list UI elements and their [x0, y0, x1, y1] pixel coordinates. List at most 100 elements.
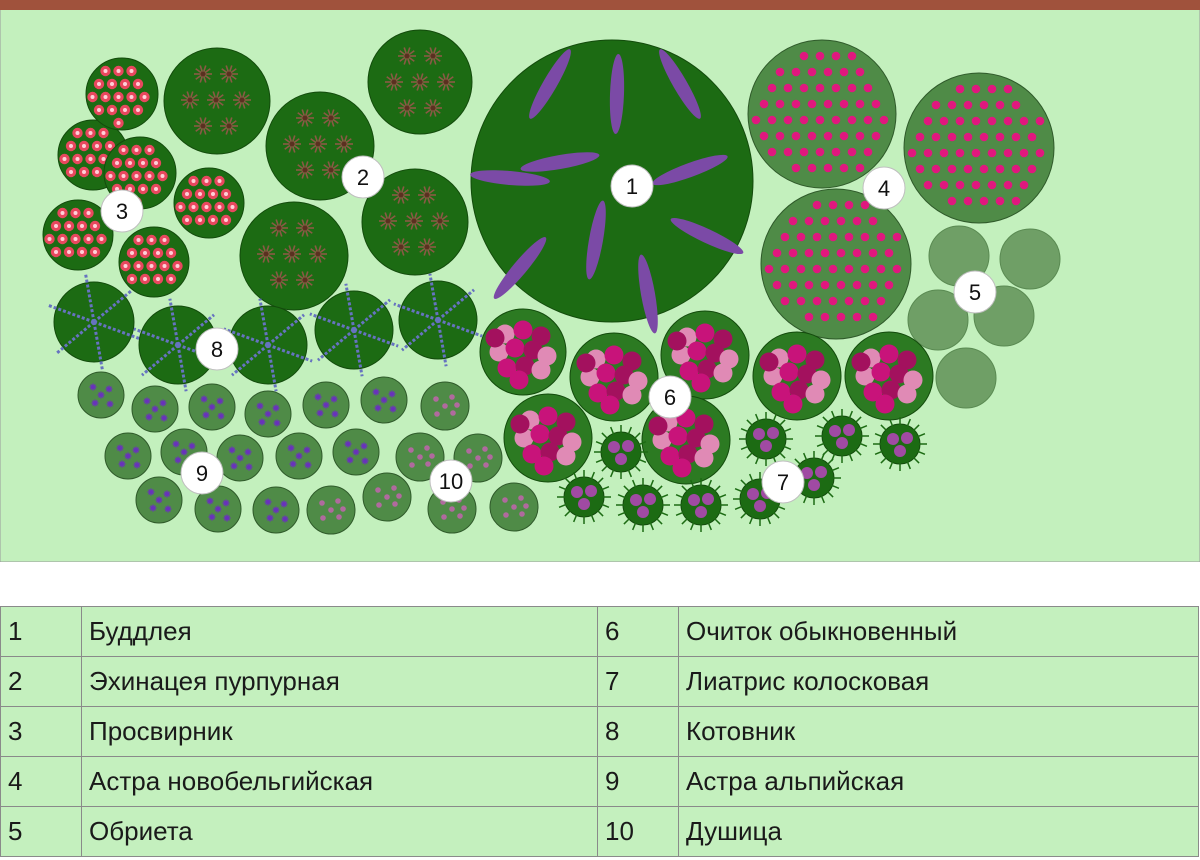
liatris-leaf	[802, 494, 808, 504]
alpine-aster-flower	[237, 455, 243, 461]
legend-plant-name: Астра альпийская	[678, 756, 1199, 807]
catmint-flower-spike	[428, 273, 440, 321]
liatris-flower	[767, 427, 779, 439]
liatris-leaf	[633, 464, 641, 472]
alpine-aster-flower	[92, 400, 98, 406]
echinacea-center	[411, 218, 417, 224]
alpine-aster-flower	[150, 505, 156, 511]
liatris-leaf	[649, 521, 655, 531]
liatris-leaf	[675, 511, 685, 517]
marker-label: 4	[878, 176, 890, 201]
aster-flower	[955, 180, 965, 190]
sedum-flower-cluster	[600, 395, 620, 415]
liatris-plant	[594, 425, 648, 479]
aster-flower	[775, 131, 785, 141]
liatris-flower	[801, 467, 813, 479]
aster-flower	[796, 296, 806, 306]
catmint-flower-spike	[84, 274, 96, 323]
mallow-flower-center	[185, 218, 189, 222]
aster-flower	[831, 147, 841, 157]
mallow-flower-center	[147, 174, 152, 178]
marker-circle	[648, 375, 692, 419]
aster-flower	[807, 99, 817, 109]
liatris-leaf	[675, 493, 685, 499]
echinacea-center	[263, 251, 269, 257]
aster-flower	[767, 115, 777, 125]
aster-foliage	[747, 39, 897, 189]
sedum-flower-cluster	[787, 344, 807, 364]
liatris-flower	[753, 428, 765, 440]
aster-flower	[987, 148, 997, 158]
liatris-leaf	[782, 445, 792, 451]
liatris-leaf	[627, 468, 633, 478]
sedum-flower-cluster	[588, 383, 608, 403]
aster-flower	[863, 83, 873, 93]
aster-flower	[939, 116, 949, 126]
sedum-flower-cluster	[513, 320, 533, 340]
header-bar	[0, 0, 1200, 10]
marker-circle	[953, 270, 997, 314]
legend-row: 5 Обриета 10 Душица	[0, 806, 1199, 857]
oregano-flower	[518, 495, 524, 501]
legend-number: 7	[597, 656, 679, 707]
liatris-leaf	[689, 521, 695, 531]
aster-flower	[1027, 132, 1037, 142]
legend-plant-name: Душица	[678, 806, 1199, 857]
aster-flower	[892, 264, 902, 274]
alpine-aster-flower	[156, 497, 162, 503]
mallow-flower-center	[136, 82, 140, 86]
alpine-aster-plant	[104, 432, 152, 480]
sedum-flower-cluster	[596, 363, 616, 383]
alpine-aster-flower	[231, 463, 237, 469]
mallow-flower-center	[101, 131, 106, 135]
marker-label: 2	[357, 165, 369, 190]
alpine-aster-plant	[188, 383, 236, 431]
oregano-flower	[475, 455, 481, 461]
aster-flower	[764, 264, 774, 274]
liatris-leaf	[848, 410, 854, 420]
aster-flower	[831, 51, 841, 61]
liatris-leaf	[590, 471, 596, 481]
buddleia-flower-spike	[470, 170, 550, 186]
liatris-leaf	[830, 484, 840, 490]
mallow-flower-center	[141, 187, 145, 191]
oregano-flower	[511, 504, 517, 510]
legend-plant-name: Астра новобельгийская	[81, 756, 598, 807]
legend-row: 4 Астра новобельгийская 9 Астра альпийская	[0, 756, 1199, 807]
alpine-aster-plant	[332, 428, 380, 476]
liatris-flower	[695, 506, 707, 518]
echinacea-center	[200, 71, 206, 77]
liatris-leaf	[854, 416, 862, 424]
catmint-flower-spike	[48, 304, 95, 324]
catmint-flower-spike	[177, 343, 223, 363]
aster-flower	[815, 115, 825, 125]
oregano-flower	[467, 463, 473, 469]
aster-flower	[947, 132, 957, 142]
marker-label: 3	[116, 199, 128, 224]
oregano-flower	[442, 403, 448, 409]
aster-flower	[796, 264, 806, 274]
catmint-flower-spike	[92, 321, 104, 370]
liatris-leaf	[888, 418, 894, 428]
marker-circle	[429, 459, 473, 503]
aster-flower	[847, 83, 857, 93]
catmint-flower-spike	[353, 328, 399, 348]
mallow-flower-center	[67, 224, 71, 228]
liatris-leaf	[848, 452, 854, 462]
mallow-flower-center	[123, 108, 127, 112]
alpine-aster-flower	[215, 506, 221, 512]
sedum-flower-cluster	[660, 446, 680, 466]
liatris-flower	[702, 493, 714, 505]
mallow-flower-center	[73, 211, 78, 215]
mallow-flower-center	[130, 251, 134, 255]
liatris-leaf	[772, 511, 780, 519]
aster-foliage	[903, 72, 1055, 224]
mallow-flower-center	[116, 69, 121, 73]
catmint-flower-spike	[317, 328, 355, 362]
alpine-aster-flower	[353, 449, 359, 455]
echinacea-plant	[361, 168, 469, 276]
catmint-flower-spike	[437, 318, 483, 338]
sedum-flower-cluster	[691, 373, 711, 393]
oregano-flower	[449, 394, 455, 400]
aster-flower	[791, 131, 801, 141]
